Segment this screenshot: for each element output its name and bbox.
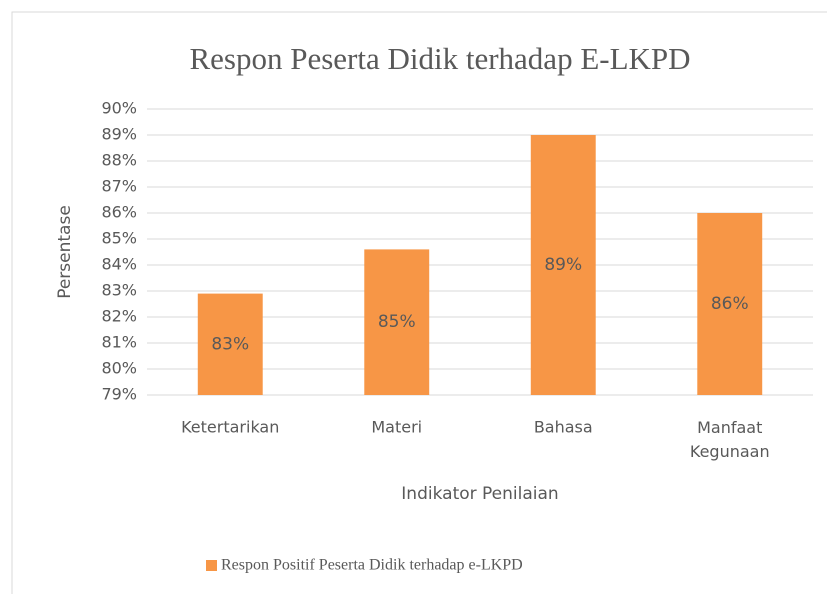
y-tick-label: 90% (101, 99, 137, 118)
bar (197, 293, 263, 395)
y-tick-label: 82% (101, 307, 137, 326)
y-tick-label: 89% (101, 125, 137, 144)
y-tick-label: 85% (101, 229, 137, 248)
data-label: 83% (211, 334, 249, 354)
data-label: 85% (378, 312, 416, 332)
x-tick-label: Materi (371, 418, 422, 437)
bar (364, 249, 430, 395)
y-tick-label: 81% (101, 333, 137, 352)
bar (530, 135, 596, 395)
y-tick-label: 83% (101, 281, 137, 300)
y-axis-title: Persentase (55, 205, 75, 299)
y-tick-label: 87% (101, 177, 137, 196)
y-tick-label: 80% (101, 359, 137, 378)
legend-label: Respon Positif Peserta Didik terhadap e-… (221, 557, 523, 574)
bar (697, 213, 763, 395)
y-tick-label: 79% (101, 385, 137, 404)
y-tick-label: 86% (101, 203, 137, 222)
x-tick-label: Ketertarikan (181, 418, 279, 437)
y-tick-label: 84% (101, 255, 137, 274)
x-tick-label: Bahasa (534, 418, 593, 437)
data-label: 89% (544, 255, 582, 275)
data-label: 86% (711, 294, 749, 314)
x-axis-title: Indikator Penilaian (401, 484, 558, 504)
x-tick-label: Manfaat Kegunaan (690, 418, 770, 461)
y-tick-label: 88% (101, 151, 137, 170)
chart-title: Respon Peserta Didik terhadap E-LKPD (189, 41, 690, 76)
chart-border (11, 11, 827, 594)
legend-swatch (206, 560, 217, 571)
